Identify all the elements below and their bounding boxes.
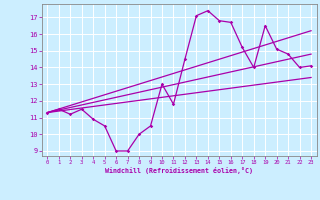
X-axis label: Windchill (Refroidissement éolien,°C): Windchill (Refroidissement éolien,°C) <box>105 167 253 174</box>
